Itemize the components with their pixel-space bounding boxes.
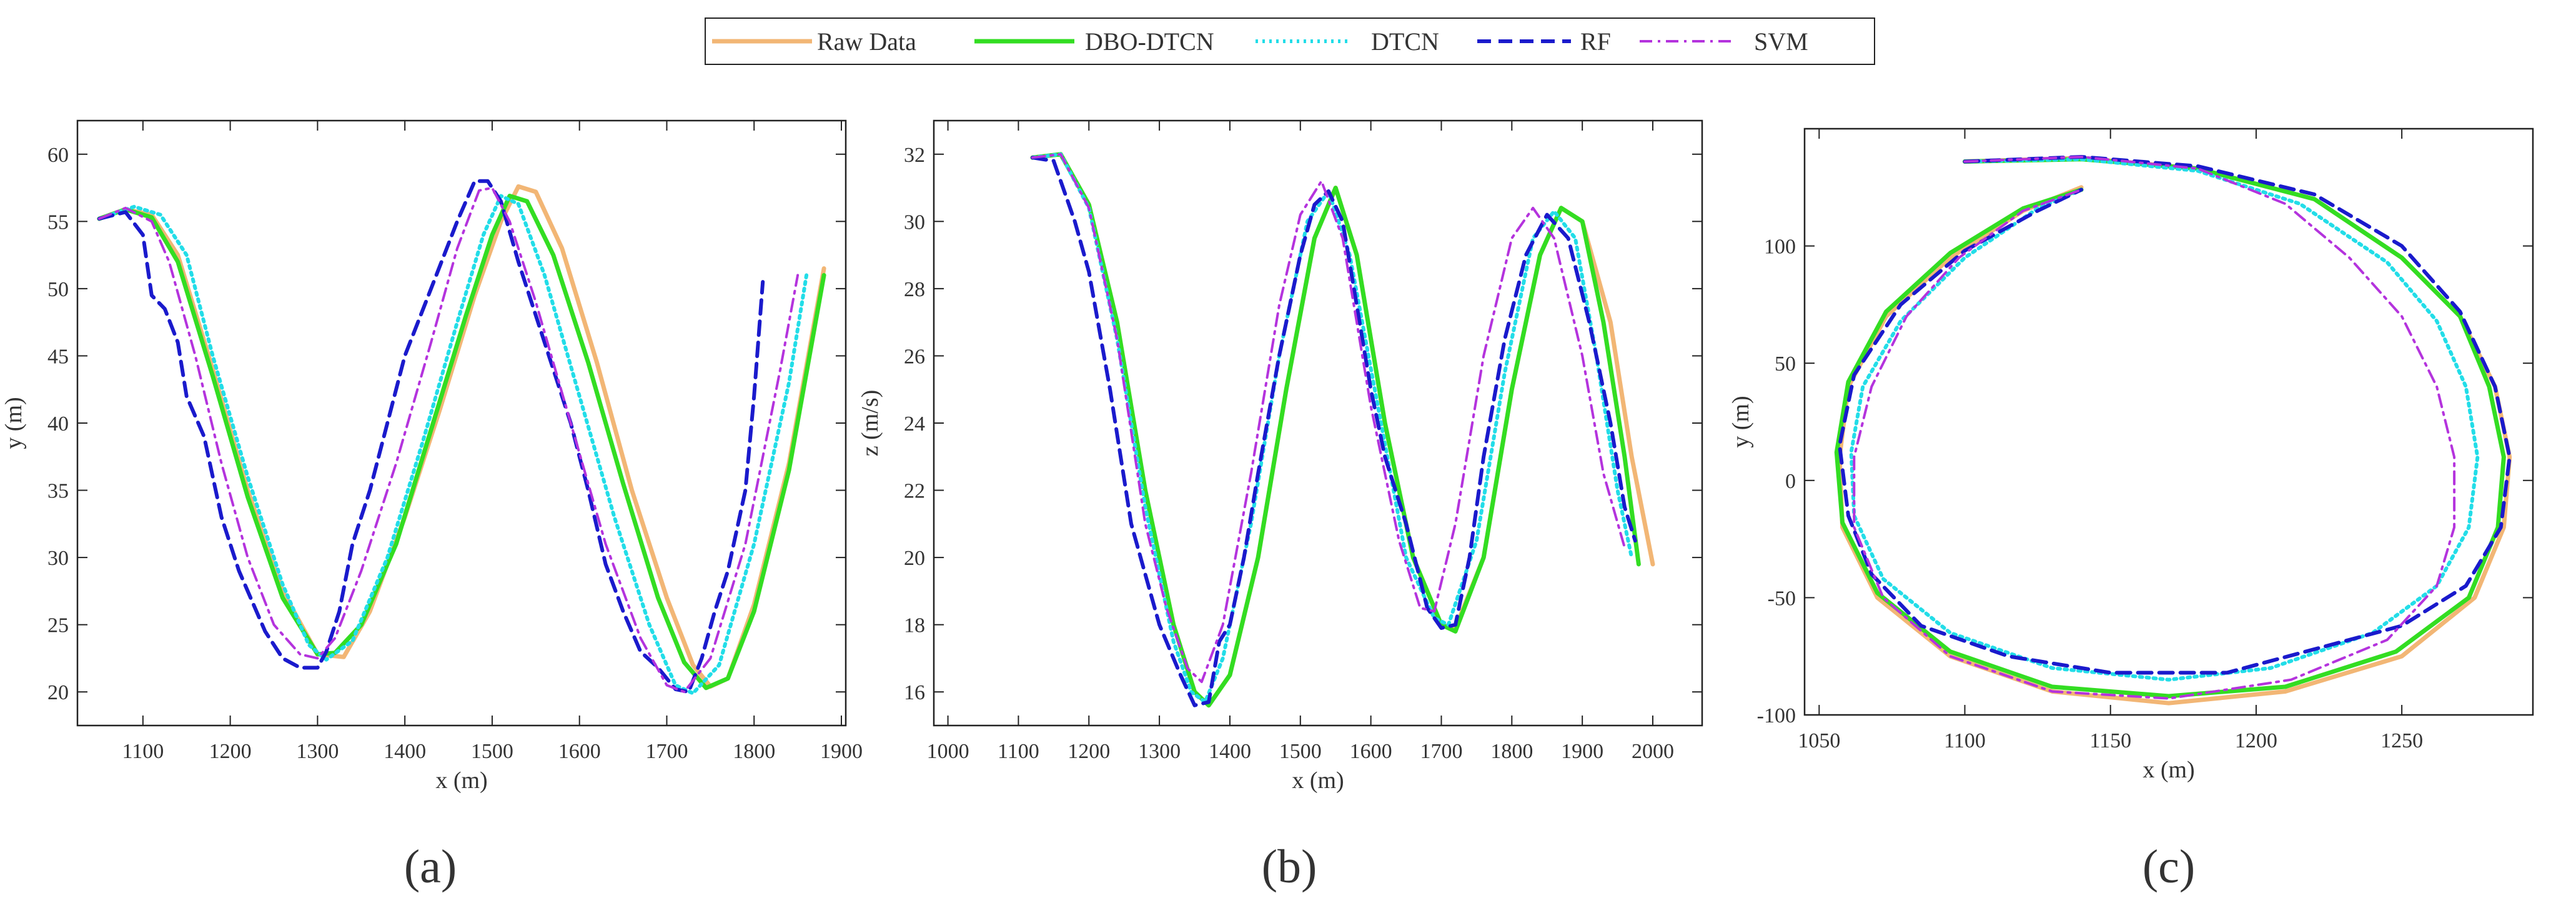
panel-b: 1000 1100 1200 1300 1400 1500 1600 1700 1800 1900… (857, 119, 1703, 893)
panel-a-y-tick-label: 25 (47, 614, 69, 637)
panel-b-y-tick-label: 22 (904, 480, 925, 503)
panel-a-x-tick-label: 1600 (558, 740, 601, 763)
panel-c-series-dbo-dtcn (1834, 157, 2506, 699)
panel-b-x-tick-label: 1500 (1279, 740, 1322, 763)
legend-label-raw-data: Raw Data (817, 27, 916, 56)
panel-b-x-tick-label: 1800 (1490, 740, 1533, 763)
panel-b-series-rf (1031, 156, 1637, 707)
panel-b-y-tick-label: 32 (904, 144, 925, 167)
panel-b-y-tick-label: 24 (904, 412, 925, 436)
panel-b-series-dtcn (1031, 152, 1634, 704)
panel-c-x-tick-label: 1150 (2089, 729, 2131, 752)
panel-a-x-axis-label: x (m) (435, 767, 487, 794)
legend-label-dtcn: DTCN (1371, 27, 1439, 56)
panel-a: 1100 1200 1300 1400 1500 1600 1700 1800 1900 20 25… (1, 119, 863, 893)
panel-a-x-tick-label: 1100 (122, 740, 164, 763)
panel-a-x-tick-label: 1700 (645, 740, 688, 763)
panel-a-series-dtcn (97, 194, 809, 696)
panel-b-label: (b) (1262, 841, 1317, 893)
panel-a-y-tick-label: 60 (47, 144, 69, 167)
panel-c-y-tick-label: 50 (1775, 352, 1796, 376)
panel-c-series-rf (1838, 155, 2512, 675)
panel-b-x-tick-label: 1900 (1561, 740, 1603, 763)
panel-b-y-tick-label: 18 (904, 614, 925, 637)
panel-c-y-tick-label: 100 (1764, 236, 1796, 259)
panel-b-x-axis-label: x (m) (1292, 767, 1344, 794)
panel-c-x-tick-label: 1200 (2235, 729, 2277, 752)
panel-c-x-axis-label: x (m) (2143, 757, 2194, 783)
panel-b-x-tick-label: 1300 (1138, 740, 1181, 763)
panel-a-y-tick-label: 55 (47, 211, 69, 234)
panel-b-y-tick-label: 20 (904, 547, 925, 570)
panel-a-series-svm (97, 186, 800, 694)
panel-c-x-tick-label: 1250 (2380, 729, 2423, 752)
legend-label-rf: RF (1580, 27, 1611, 56)
panel-a-y-axis-label: y (m) (1, 397, 27, 449)
panel-a-x-tick-label: 1900 (820, 740, 863, 763)
legend: Raw Data DBO-DTCN DTCN RF SVM (705, 17, 1875, 65)
panel-c-y-tick-label: -100 (1757, 704, 1796, 727)
panel-a-y-tick-label: 45 (47, 345, 69, 368)
panel-b-axes-frame (933, 119, 1703, 727)
panel-b-y-tick-label: 28 (904, 278, 925, 301)
panel-b-x-tick-label: 1400 (1209, 740, 1251, 763)
panel-a-series-rf (97, 179, 765, 694)
panel-b-x-tick-label: 1700 (1420, 740, 1462, 763)
panel-c-y-tick-label: 0 (1785, 470, 1796, 493)
panel-b-y-tick-label: 16 (904, 681, 925, 704)
panel-a-x-tick-label: 1400 (384, 740, 426, 763)
panel-a-label: (a) (404, 841, 457, 893)
panel-b-series-svm (1031, 152, 1626, 684)
panel-b-x-tick-label: 1600 (1350, 740, 1392, 763)
panel-c-y-tick-label: -50 (1768, 587, 1796, 610)
panel-b-x-tick-label: 1000 (927, 740, 969, 763)
panel-a-x-tick-label: 1200 (209, 740, 252, 763)
panel-c-axes-frame (1803, 127, 2534, 716)
legend-label-dbo-dtcn: DBO-DTCN (1085, 27, 1214, 56)
panel-a-x-tick-label: 1500 (471, 740, 513, 763)
panel-c-x-tick-label: 1100 (1944, 729, 1986, 752)
panel-c: 1050 1100 1150 1200 1250 -100 -50 0 50 100 x (m) y … (1728, 127, 2534, 893)
panel-c-series-svm (1853, 156, 2456, 700)
panel-a-y-tick-label: 30 (47, 547, 69, 570)
panel-a-y-tick-label: 50 (47, 278, 69, 301)
panel-b-x-tick-label: 1200 (1068, 740, 1110, 763)
panel-b-y-tick-label: 26 (904, 345, 925, 368)
panel-c-series-dtcn (1849, 157, 2480, 682)
panel-c-y-axis-label: y (m) (1728, 396, 1754, 447)
panel-b-y-tick-label: 30 (904, 211, 925, 234)
legend-label-svm: SVM (1754, 27, 1808, 56)
panel-a-x-tick-label: 1800 (733, 740, 775, 763)
panel-a-x-tick-label: 1300 (296, 740, 339, 763)
panel-c-x-tick-label: 1050 (1798, 729, 1840, 752)
panel-b-y-axis-label: z (m/s) (857, 390, 883, 457)
panel-a-y-tick-label: 40 (47, 412, 69, 436)
panel-c-label: (c) (2143, 841, 2195, 893)
panel-a-y-tick-label: 35 (47, 480, 69, 503)
panel-a-y-tick-label: 20 (47, 681, 69, 704)
panel-b-x-tick-label: 1100 (998, 740, 1039, 763)
panel-b-x-tick-label: 2000 (1632, 740, 1674, 763)
